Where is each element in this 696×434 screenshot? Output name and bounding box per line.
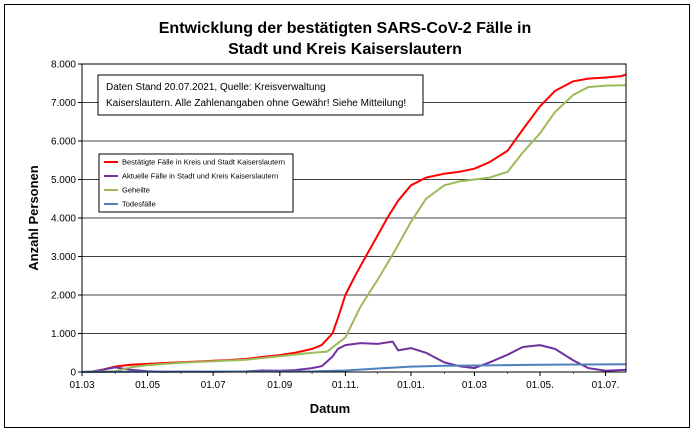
x-tick-label: 01.11. xyxy=(332,380,359,391)
x-tick-label: 01.03 xyxy=(462,380,487,391)
chart-title-line1: Entwicklung der bestätigten SARS-CoV-2 F… xyxy=(159,20,532,37)
y-tick-label: 5.000 xyxy=(51,175,76,186)
y-tick-label: 1.000 xyxy=(51,329,76,340)
legend-label: Aktuelle Fälle in Stadt und Kreis Kaiser… xyxy=(122,172,278,181)
series-layer xyxy=(81,73,627,373)
series-line-geheilte xyxy=(81,84,627,373)
legend: Bestätigte Fälle in Kreis und Stadt Kais… xyxy=(98,153,294,213)
source-note-line1: Daten Stand 20.07.2021, Quelle: Kreisver… xyxy=(106,82,326,93)
x-tick-label: 01.03 xyxy=(69,380,94,391)
y-tick-label: 3.000 xyxy=(51,252,76,263)
x-axis-ticks: 01.03 01.05 01.07 01.09 01.11. 01.01. 01.03 01.… xyxy=(69,372,619,391)
x-tick-label: 01.05 xyxy=(135,380,160,391)
legend-label: Todesfälle xyxy=(122,200,156,209)
y-tick-label: 4.000 xyxy=(51,214,76,225)
y-tick-label: 0 xyxy=(70,368,76,379)
x-tick-label: 01.01. xyxy=(397,380,425,391)
source-note-line2: Kaiserslautern. Alle Zahlenangaben ohne … xyxy=(106,98,406,109)
legend-label: Geheilte xyxy=(122,186,150,195)
series-line-todesfaelle xyxy=(81,363,627,373)
series-line-aktuelle-faelle-in-stadt-und-kreis-kaiserslautern xyxy=(81,340,627,373)
x-axis-label: Datum xyxy=(310,401,350,416)
x-tick-label: 01.05. xyxy=(526,380,554,391)
x-tick-label: 01.07. xyxy=(592,380,620,391)
y-axis-label: Anzahl Personen xyxy=(26,165,41,271)
y-tick-label: 8.000 xyxy=(51,60,76,71)
source-note: Daten Stand 20.07.2021, Quelle: Kreisver… xyxy=(97,74,424,116)
x-tick-label: 01.07 xyxy=(201,380,226,391)
y-axis-ticks: 0 1.000 2.000 3.000 4.000 5.000 6.000 7.000 8.00… xyxy=(51,60,82,379)
source-note-box xyxy=(97,74,424,116)
chart-title-line2: Stadt und Kreis Kaiserslautern xyxy=(228,41,462,58)
y-tick-label: 2.000 xyxy=(51,291,76,302)
y-tick-label: 6.000 xyxy=(51,137,76,148)
legend-label: Bestätigte Fälle in Kreis und Stadt Kais… xyxy=(122,158,285,167)
series-line-bestaetigte-faelle-in-kreis-und-stadt-kaiserslautern xyxy=(81,73,627,373)
legend-box xyxy=(98,153,294,213)
x-tick-label: 01.09 xyxy=(267,380,292,391)
plot-border xyxy=(81,63,627,373)
y-tick-label: 7.000 xyxy=(51,98,76,109)
